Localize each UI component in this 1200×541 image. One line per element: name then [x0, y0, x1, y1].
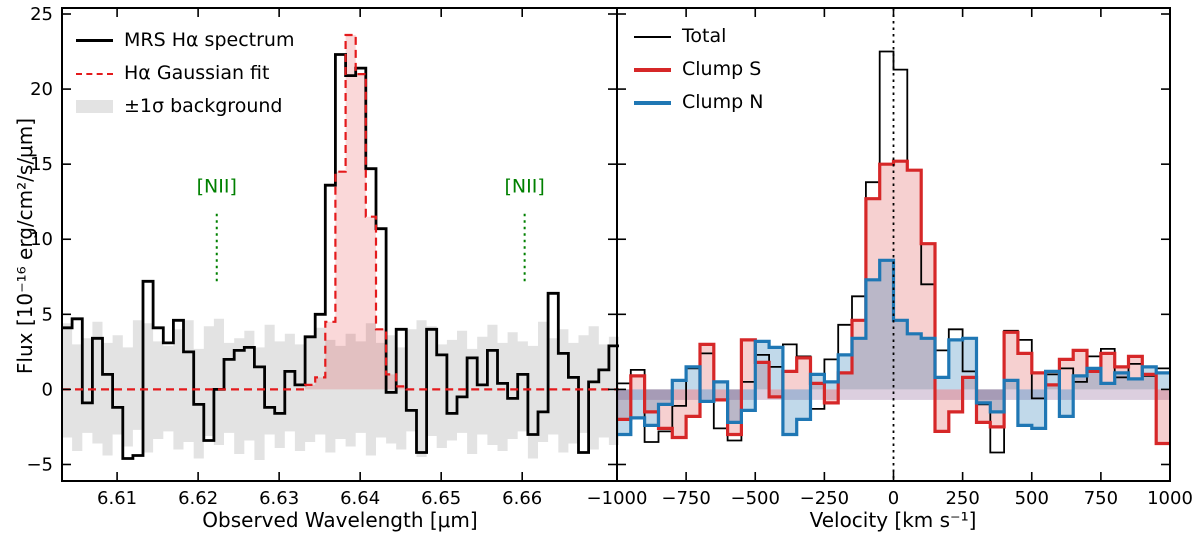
- x-tick-label: 6.66: [502, 488, 542, 509]
- x-tick-label: 6.62: [178, 488, 218, 509]
- x-tick-label: 6.65: [421, 488, 461, 509]
- x-tick-label: 1000: [1147, 488, 1193, 509]
- legend-swatch-spectrum-line: [76, 39, 113, 42]
- series-line-spectrum: [62, 53, 619, 460]
- legend-label-mrs-spectrum: MRS Hα spectrum: [124, 29, 295, 51]
- legend-item-background-band: ±1σ background: [76, 90, 294, 123]
- legend-item-clump-s: Clump S: [634, 53, 763, 86]
- y-tick-label: 10: [30, 229, 53, 250]
- x-tick-label: −750: [661, 488, 710, 509]
- y-tick-label: 25: [30, 4, 53, 25]
- legend-label-total: Total: [682, 25, 727, 47]
- nii-annotation-label-0: [NII]: [197, 176, 237, 198]
- y-tick-label: 0: [42, 379, 53, 400]
- legend-swatch-clump-s-line: [634, 67, 671, 72]
- legend-swatch-gaussian-fit-line: [76, 72, 113, 75]
- series-line-clump-n: [617, 258, 1170, 437]
- legend-item-mrs-spectrum: MRS Hα spectrum: [76, 24, 294, 57]
- x-tick-label: 750: [1084, 488, 1118, 509]
- legend-left-panel: MRS Hα spectrum Hα Gaussian fit ±1σ back…: [76, 24, 294, 123]
- series-line-clump-s: [617, 159, 1170, 446]
- overlap-band: [617, 389, 1170, 400]
- legend-label-clump-s: Clump S: [682, 58, 762, 80]
- legend-label-clump-n: Clump N: [682, 91, 764, 113]
- series-fill-fit: [62, 35, 619, 390]
- x-tick-label: 6.64: [340, 488, 380, 509]
- legend-item-total: Total: [634, 20, 763, 53]
- y-tick-label: 5: [42, 304, 53, 325]
- x-tick-label: 6.61: [97, 488, 137, 509]
- series-line-fit: [62, 33, 619, 391]
- legend-right-panel: Total Clump S Clump N: [634, 20, 763, 119]
- x-tick-label: 250: [945, 488, 979, 509]
- y-tick-label: 20: [30, 79, 53, 100]
- x-tick-label: 0: [888, 488, 899, 509]
- x-tick-label: 500: [1015, 488, 1049, 509]
- x-tick-label: −1000: [587, 488, 648, 509]
- y-axis-label: Flux [10⁻¹⁶ erg/cm²/s/μm]: [13, 117, 37, 375]
- background-band: [62, 318, 619, 460]
- y-tick-label: 15: [30, 154, 53, 175]
- legend-item-clump-n: Clump N: [634, 86, 763, 119]
- x-tick-label: 6.63: [259, 488, 299, 509]
- panel-spines: [616, 7, 1171, 482]
- legend-swatch-background-patch: [76, 100, 113, 113]
- x-tick-label: −500: [731, 488, 780, 509]
- nii-annotation-label-1: [NII]: [505, 176, 545, 198]
- x-axis-label-wavelength: Observed Wavelength [μm]: [202, 508, 478, 532]
- legend-item-gaussian-fit: Hα Gaussian fit: [76, 57, 294, 90]
- x-tick-label: −250: [800, 488, 849, 509]
- legend-swatch-clump-n-line: [634, 100, 671, 105]
- legend-swatch-total-line: [634, 35, 671, 38]
- y-tick-label: −5: [26, 454, 53, 475]
- legend-label-background-band: ±1σ background: [124, 95, 283, 117]
- legend-label-gaussian-fit: Hα Gaussian fit: [124, 62, 270, 84]
- x-axis-label-velocity: Velocity [km s⁻¹]: [809, 508, 977, 532]
